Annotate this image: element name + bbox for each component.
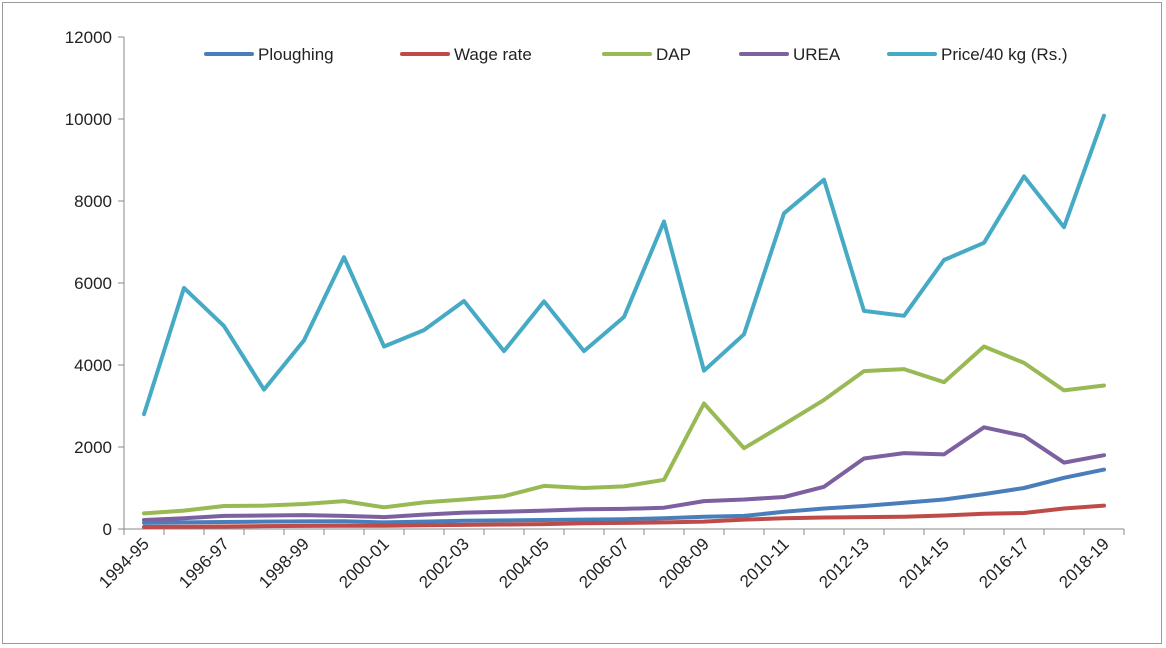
- legend: Ploughing Wage rate DAP UREA Price/40 kg (Rs…: [204, 45, 1068, 64]
- y-tick-label: 4000: [74, 356, 112, 375]
- y-tick-label: 2000: [74, 438, 112, 457]
- x-tick-label: 1998-99: [255, 534, 313, 592]
- legend-item-urea: UREA: [739, 45, 841, 64]
- y-tick-label: 10000: [65, 110, 112, 129]
- x-tick-label: 2016-17: [975, 534, 1033, 592]
- legend-label: UREA: [793, 45, 841, 64]
- x-tick-label: 2002-03: [415, 534, 473, 592]
- y-tick-label: 0: [103, 520, 112, 539]
- legend-label: Wage rate: [454, 45, 532, 64]
- legend-label: DAP: [656, 45, 691, 64]
- series-line-wage-rate: [142, 503, 1106, 529]
- legend-item-price-40-kg-rs: Price/40 kg (Rs.): [887, 45, 1068, 64]
- legend-item-wage-rate: Wage rate: [400, 45, 532, 64]
- series-lines: [142, 113, 1106, 529]
- x-tick-label: 2004-05: [495, 534, 553, 592]
- x-tick-label: 2008-09: [655, 534, 713, 592]
- y-axis: 0 2000 4000 6000 8000 10000 12000: [65, 28, 125, 539]
- x-tick-label: 2014-15: [895, 534, 953, 592]
- series-line-dap: [142, 344, 1106, 516]
- x-tick-label: 2000-01: [335, 534, 393, 592]
- series-line-ploughing: [142, 467, 1106, 525]
- series-line-urea: [142, 425, 1106, 522]
- y-tick-label: 6000: [74, 274, 112, 293]
- legend-label: Ploughing: [258, 45, 334, 64]
- legend-item-ploughing: Ploughing: [204, 45, 334, 64]
- x-tick-label: 2018-19: [1055, 534, 1113, 592]
- x-tick-label: 1994-95: [95, 534, 153, 592]
- legend-label: Price/40 kg (Rs.): [941, 45, 1068, 64]
- x-tick-label: 2012-13: [815, 534, 873, 592]
- x-tick-label: 2006-07: [575, 534, 633, 592]
- series-line-price-40-kg-rs: [142, 113, 1106, 417]
- x-tick-label: 2010-11: [736, 534, 793, 591]
- y-tick-label: 8000: [74, 192, 112, 211]
- x-axis: 1994-95 1996-97 1998-99 2000-01 2002-03 2004-…: [95, 528, 1125, 592]
- legend-item-dap: DAP: [602, 45, 691, 64]
- x-tick-label: 1996-97: [175, 534, 233, 592]
- y-tick-label: 12000: [65, 28, 112, 47]
